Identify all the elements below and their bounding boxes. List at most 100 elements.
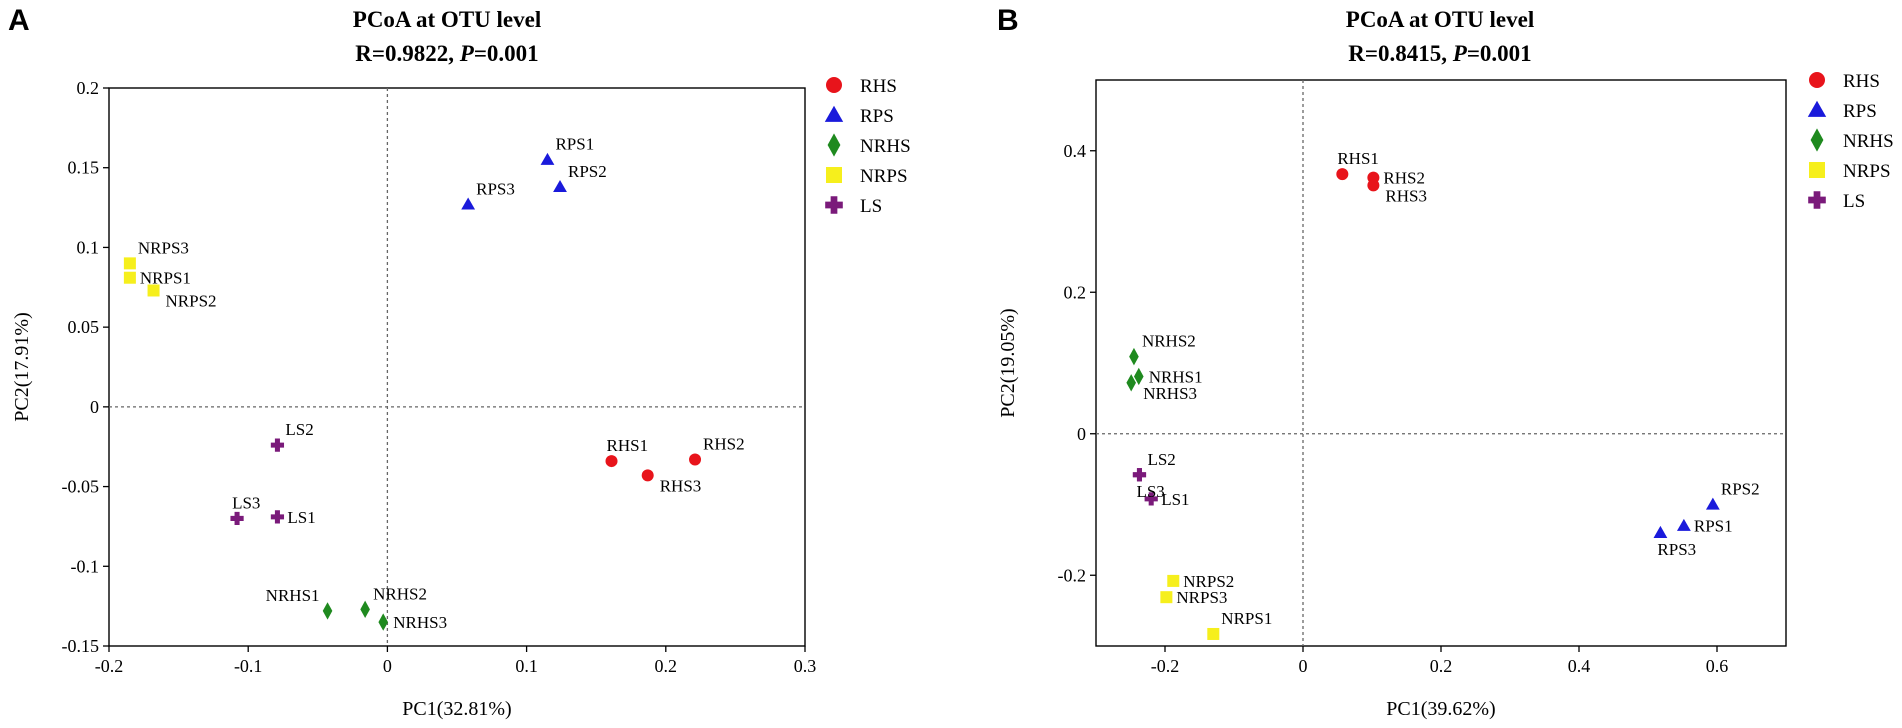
point-label-rps2: RPS2 [568, 162, 607, 181]
legend-marker-rps [1807, 100, 1827, 117]
point-label-rhs3: RHS3 [660, 476, 702, 495]
legend-marker-rhs [826, 77, 842, 93]
point-label-ls3: LS3 [1136, 482, 1164, 501]
point-label-nrhs2: NRHS2 [1142, 332, 1196, 351]
point-nrhs1 [322, 602, 333, 620]
point-rps2 [1705, 497, 1720, 510]
point-label-rhs2: RHS2 [703, 434, 745, 453]
point-label-rps3: RPS3 [1657, 540, 1696, 559]
point-rps3 [1653, 525, 1668, 538]
point-label-nrps3: NRPS3 [1176, 588, 1227, 607]
point-label-nrps3: NRPS3 [138, 238, 189, 257]
point-rps1 [1676, 518, 1691, 531]
x-tick-label: 0.3 [794, 656, 817, 676]
point-nrhs1 [1133, 367, 1144, 386]
legend-label-rhs: RHS [860, 76, 897, 97]
x-tick-label: 0.6 [1706, 656, 1729, 676]
point-label-ls3: LS3 [232, 493, 260, 512]
y-tick-label: 0.05 [68, 317, 100, 337]
point-nrhs3 [1126, 374, 1136, 392]
point-label-rps2: RPS2 [1721, 480, 1760, 499]
x-tick-label: 0.1 [515, 656, 538, 676]
legend-label-ls: LS [860, 196, 882, 217]
panel-letter: B [997, 4, 1019, 37]
point-ls1 [270, 510, 285, 524]
legend-label-nrhs: NRHS [860, 136, 911, 157]
legend-label-nrps: NRPS [860, 166, 908, 187]
legend-label-rps: RPS [860, 106, 894, 127]
point-label-nrhs1: NRHS1 [266, 586, 320, 605]
legend-marker-nrhs [827, 133, 841, 157]
chart-subtitle: R=0.8415, P=0.001 [1348, 41, 1531, 66]
chart-panel-b: B PCoA at OTU level R=0.8415, P=0.001 -0.2 0… [997, 4, 1894, 720]
legend-marker-rhs [1809, 72, 1825, 88]
point-nrps2 [1167, 574, 1180, 587]
y-tick-label: 0.2 [77, 78, 100, 98]
y-tick-label: -0.15 [62, 636, 100, 656]
legend-label-rhs: RHS [1843, 71, 1880, 92]
point-label-rhs1: RHS1 [607, 436, 649, 455]
point-label-nrhs1: NRHS1 [1149, 367, 1203, 386]
point-nrps3 [123, 257, 136, 270]
y-tick-label: 0 [90, 397, 99, 417]
plot-frame [1095, 79, 1787, 647]
point-nrhs2 [1129, 347, 1139, 366]
point-label-rhs1: RHS1 [1337, 149, 1379, 168]
point-nrps2 [147, 284, 160, 297]
point-rps3 [461, 197, 476, 210]
point-label-rps1: RPS1 [555, 135, 594, 154]
y-tick-label: 0.15 [68, 158, 100, 178]
x-tick-label: 0.2 [1430, 656, 1453, 676]
x-tick-label: 0.4 [1568, 656, 1591, 676]
x-tick-label: -0.2 [95, 656, 124, 676]
point-ls3 [230, 511, 244, 526]
y-axis-label: PC2(19.05%) [997, 308, 1019, 417]
point-label-rps3: RPS3 [476, 179, 515, 198]
point-nrps1 [1207, 627, 1220, 640]
panel-letter: A [8, 4, 30, 37]
point-rps2 [553, 179, 567, 193]
y-tick-label: 0.2 [1064, 282, 1087, 302]
point-rhs3 [641, 469, 654, 482]
legend-label-ls: LS [1843, 191, 1865, 212]
point-label-ls2: LS2 [1147, 450, 1175, 469]
y-tick-label: 0.1 [77, 237, 100, 257]
legend-marker-nrps [826, 167, 842, 183]
point-nrhs3 [378, 613, 389, 631]
point-rhs2 [689, 453, 702, 466]
x-axis-label: PC1(32.81%) [402, 698, 511, 720]
point-label-ls1: LS1 [287, 508, 315, 527]
point-label-ls1: LS1 [1161, 490, 1189, 509]
point-rhs1 [605, 455, 618, 468]
plot-frame [108, 87, 806, 647]
chart-subtitle: R=0.9822, P=0.001 [355, 41, 538, 66]
point-label-nrps2: NRPS2 [166, 291, 217, 310]
x-axis-label: PC1(39.62%) [1386, 698, 1495, 720]
legend-marker-rps [824, 105, 844, 122]
point-label-rhs2: RHS2 [1383, 169, 1425, 188]
point-nrps1 [123, 271, 136, 284]
point-label-nrhs3: NRHS3 [393, 613, 447, 632]
point-label-ls2: LS2 [285, 420, 313, 439]
point-rps1 [540, 152, 555, 165]
point-label-nrps2: NRPS2 [1183, 572, 1234, 591]
x-tick-label: 0 [383, 656, 392, 676]
y-tick-label: 0.4 [1064, 141, 1087, 161]
point-rhs1 [1336, 168, 1349, 181]
point-label-nrhs2: NRHS2 [373, 584, 427, 603]
legend-label-nrhs: NRHS [1843, 131, 1894, 152]
x-tick-label: 0.2 [655, 656, 678, 676]
y-tick-label: 0 [1077, 424, 1086, 444]
point-nrhs2 [360, 600, 370, 619]
legend-marker-nrps [1809, 162, 1825, 178]
point-ls2 [270, 438, 285, 452]
point-rhs3 [1367, 179, 1380, 192]
point-label-nrhs3: NRHS3 [1143, 384, 1197, 403]
y-tick-label: -0.05 [62, 477, 100, 497]
chart-title: PCoA at OTU level [1346, 7, 1534, 32]
legend-marker-ls [825, 196, 843, 214]
point-ls1 [1144, 492, 1158, 506]
y-tick-label: -0.2 [1058, 565, 1087, 585]
point-label-rps1: RPS1 [1694, 517, 1733, 536]
